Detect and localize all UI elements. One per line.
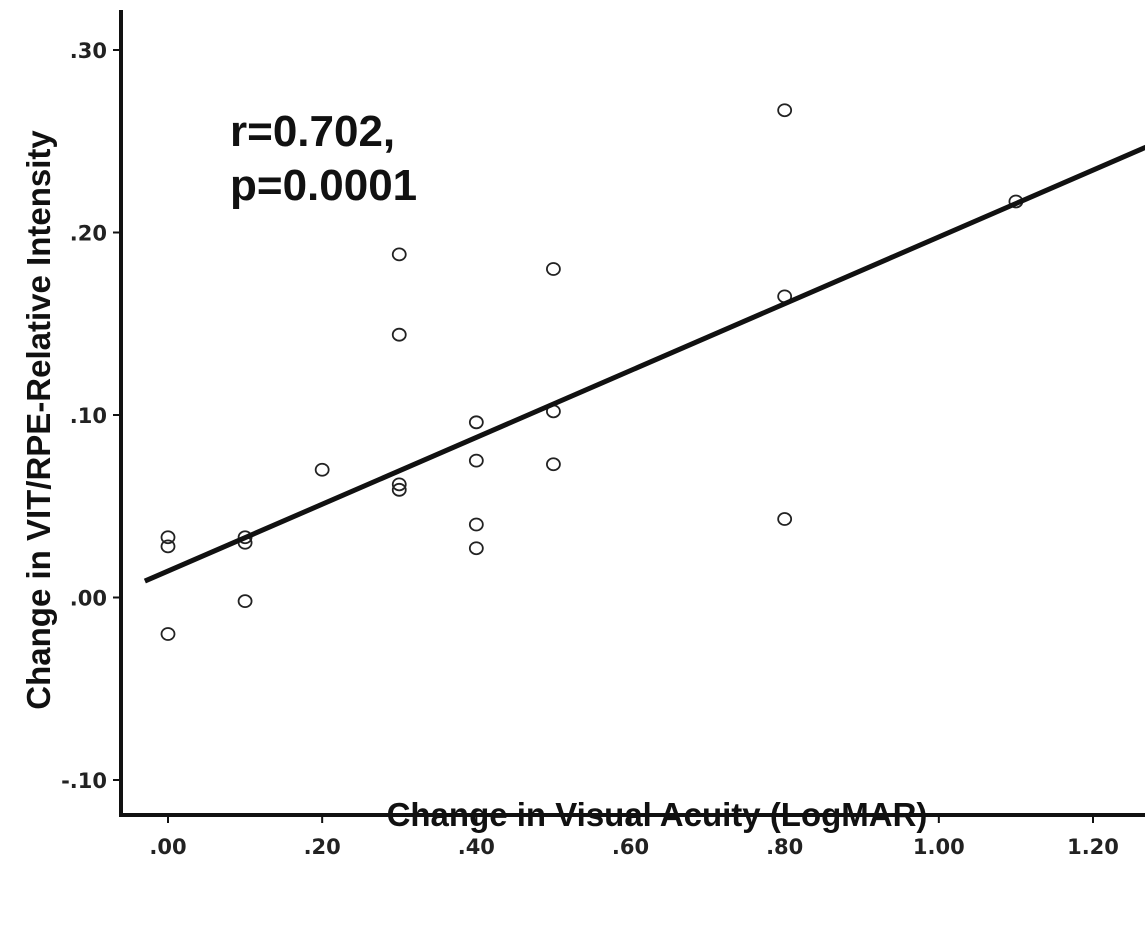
y-axis-title: Change in VIT/RPE-Relative Intensity <box>20 130 57 710</box>
x-tick-label: .00 <box>149 835 186 859</box>
labels: r=0.702, p=0.0001 Change in Visual Acuit… <box>20 107 927 833</box>
y-tick-label: .00 <box>70 587 107 611</box>
data-point <box>237 594 253 609</box>
y-tick-label: .20 <box>70 222 107 246</box>
x-axis-title: Change in Visual Acuity (LogMAR) <box>387 796 928 833</box>
data-point <box>468 453 484 468</box>
annotation-p-value: p=0.0001 <box>230 161 417 210</box>
x-tick-label: .20 <box>304 835 341 859</box>
x-tick-label: .80 <box>766 835 803 859</box>
x-tick-label: .40 <box>458 835 495 859</box>
data-points <box>160 103 1024 641</box>
data-point <box>160 627 176 641</box>
axes: -.10 .00 .10 .20 .30 .00 .20 .40 .60 .80 1.00 1.20 <box>61 10 1145 859</box>
x-tick-label: .60 <box>612 835 649 859</box>
regression-line-group <box>143 144 1145 584</box>
data-point <box>314 462 330 477</box>
data-point <box>391 477 407 492</box>
x-tick-label: 1.20 <box>1067 835 1119 859</box>
data-point <box>468 415 484 430</box>
data-point <box>777 103 793 118</box>
y-tick-label: .10 <box>70 404 107 428</box>
data-point <box>468 517 484 532</box>
x-tick-label: 1.00 <box>913 835 965 859</box>
data-point <box>391 482 407 497</box>
data-point <box>160 530 176 545</box>
regression-line <box>143 144 1145 584</box>
data-point <box>391 327 407 342</box>
y-tick-label: .30 <box>70 39 107 63</box>
y-tick-label: -.10 <box>61 769 107 793</box>
data-point <box>777 512 793 526</box>
data-point <box>546 457 561 472</box>
data-point <box>160 539 176 554</box>
data-point <box>546 262 561 276</box>
data-point <box>391 247 407 262</box>
annotation-correlation: r=0.702, <box>230 107 395 156</box>
data-point <box>468 541 484 556</box>
